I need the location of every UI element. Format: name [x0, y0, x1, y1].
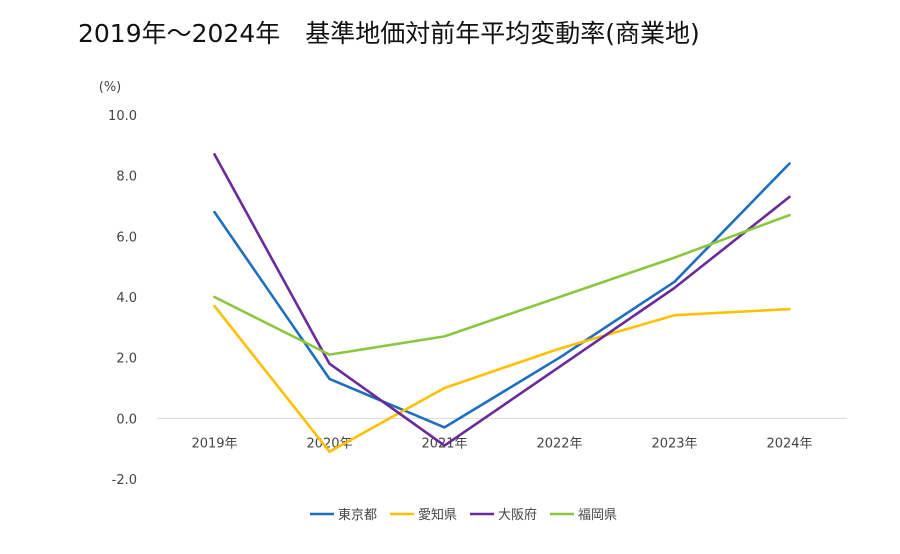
- x-tick-label: 2019年: [191, 436, 237, 451]
- series-line: [213, 213, 791, 356]
- y-axis-unit-label: (%): [99, 80, 122, 95]
- x-tick-label: 2020年: [306, 436, 352, 451]
- x-axis-ticks: 2019年 2020年 2021年 2022年 2023年 2024年: [191, 436, 812, 451]
- legend-label: 東京都: [338, 507, 377, 523]
- x-tick-label: 2022年: [536, 436, 582, 451]
- y-tick-label: 0.0: [116, 412, 137, 427]
- legend-label: 福岡県: [578, 508, 617, 523]
- chart-title: 2019年～2024年 基準地価対前年平均変動率(商業地): [78, 19, 700, 48]
- y-tick-label: 2.0: [116, 352, 137, 367]
- series-lines: [213, 153, 791, 454]
- series-line: [213, 162, 791, 429]
- legend: 東京都 愛知県 大阪府 福岡県: [310, 507, 617, 523]
- y-tick-label: 10.0: [108, 109, 137, 124]
- y-tick-label: 6.0: [116, 230, 137, 245]
- legend-label: 愛知県: [418, 507, 457, 523]
- y-tick-label: 8.0: [116, 170, 137, 185]
- x-tick-label: 2024年: [766, 436, 812, 451]
- x-tick-label: 2023年: [651, 436, 697, 451]
- series-line: [213, 153, 791, 447]
- y-tick-label: 4.0: [116, 291, 137, 306]
- y-axis-ticks: -2.0 0.0 2.0 4.0 6.0 8.0 10.0: [108, 109, 137, 488]
- y-tick-label: -2.0: [112, 473, 137, 488]
- x-tick-label: 2021年: [421, 436, 467, 451]
- legend-label: 大阪府: [498, 508, 537, 523]
- series-line: [213, 304, 791, 454]
